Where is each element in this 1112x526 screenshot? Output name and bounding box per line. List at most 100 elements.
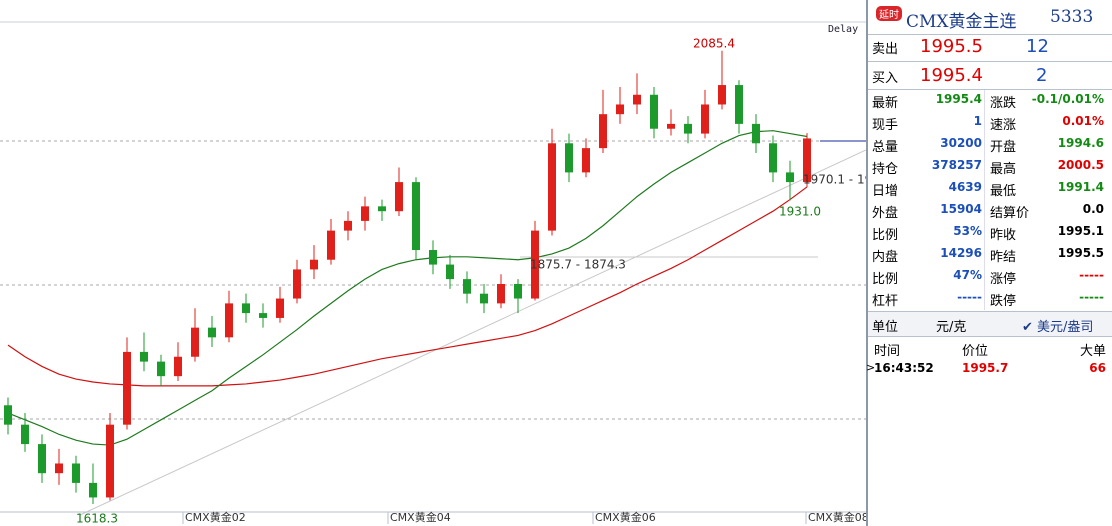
candle-body — [106, 424, 114, 498]
candle-body — [191, 327, 199, 357]
ticks-header: 时间 — [874, 344, 901, 359]
candle-body — [242, 303, 250, 314]
candle-body — [735, 85, 743, 124]
currency-check[interactable]: ✔ 美元/盎司 — [1022, 320, 1094, 335]
trend-line — [79, 149, 866, 516]
candle-body — [259, 313, 267, 318]
unit-value: 元/克 — [936, 320, 967, 335]
stat-label: 速涨 — [990, 118, 1017, 133]
stat-value: 1 — [973, 114, 982, 128]
candle-body — [327, 230, 335, 260]
stat-value: 15904 — [940, 202, 982, 216]
candle-body — [752, 123, 760, 144]
candle-body — [684, 123, 692, 134]
candle-body — [650, 94, 658, 129]
currency: 美元/盎司 — [1037, 320, 1094, 335]
stat-label: 昨结 — [990, 250, 1017, 265]
stat-value: ----- — [957, 290, 982, 304]
candle-body — [769, 143, 777, 173]
candle-body — [480, 293, 488, 304]
sell-volume: 12 — [1026, 36, 1049, 57]
candle-body — [531, 230, 539, 299]
candle-body — [361, 206, 369, 221]
stat-value: 1995.5 — [1057, 246, 1104, 260]
stat-label: 比例 — [872, 228, 899, 243]
candle-body — [786, 172, 794, 183]
candle-body — [21, 424, 29, 445]
stat-label: 结算价 — [990, 206, 1030, 221]
stat-value: 53% — [953, 224, 982, 238]
stat-label: 开盘 — [990, 140, 1017, 155]
x-label: CMX黄金06 — [595, 510, 656, 524]
buy-label: 买入 — [872, 71, 899, 86]
stat-label: 涨停 — [990, 272, 1017, 287]
stat-value: ----- — [1079, 268, 1104, 282]
candle-body — [378, 206, 386, 212]
candle-body — [157, 361, 165, 377]
ma-line — [7, 186, 808, 387]
candle-body — [412, 182, 420, 251]
stat-value: 14296 — [940, 246, 982, 260]
candle-body — [701, 104, 709, 134]
candle-body — [718, 85, 726, 105]
candle-body — [55, 463, 63, 474]
stat-label: 最新 — [872, 96, 899, 111]
stat-label: 杠杆 — [872, 294, 899, 309]
stat-label: 昨收 — [990, 228, 1017, 243]
stat-value: -0.1/0.01% — [1031, 92, 1104, 106]
stat-label: 最低 — [990, 184, 1017, 199]
candle-body — [565, 143, 573, 173]
stat-value: 47% — [953, 268, 982, 282]
candle-body — [446, 264, 454, 280]
stat-label: 最高 — [990, 162, 1017, 177]
candle-body — [667, 123, 675, 129]
sell-label: 卖出 — [872, 42, 899, 57]
tick-cell: 66 — [1089, 361, 1106, 375]
chart: Delay 2085.4 1618.3 1931.0 1875.7 - 1874.3 1… — [0, 21, 866, 526]
candle-body — [123, 351, 131, 425]
buy-volume: 2 — [1036, 65, 1048, 86]
candle-body — [89, 482, 97, 498]
tick-cell: 1995.7 — [962, 361, 1009, 375]
candle-body — [225, 303, 233, 338]
stat-value: 0.0 — [1082, 202, 1104, 216]
unit-label: 单位 — [872, 320, 899, 335]
candle-body — [429, 250, 437, 265]
stat-value: 30200 — [940, 136, 982, 150]
annotation: 2085.4 — [693, 37, 735, 51]
stat-value: 1994.6 — [1057, 136, 1104, 150]
stat-label: 日增 — [872, 184, 899, 199]
stat-label: 涨跌 — [990, 96, 1017, 111]
stat-value: 0.01% — [1062, 114, 1104, 128]
stat-label: 跌停 — [990, 294, 1017, 309]
annotation: 1970.1 - 19 — [803, 173, 866, 187]
candle-body — [395, 182, 403, 212]
candle-body — [803, 138, 811, 183]
stat-label: 总量 — [872, 140, 899, 155]
quote-panel: 延时 CMX黄金主连 5333 卖出 1995.5 12 买入 1995.4 2… — [866, 0, 1112, 526]
candle-body — [344, 220, 352, 231]
candle-body — [310, 259, 318, 270]
annotation: 1931.0 — [779, 205, 821, 219]
stat-value: 1995.1 — [1057, 224, 1104, 238]
ma-line — [7, 130, 808, 446]
x-label: CMX黄金04 — [390, 510, 451, 524]
candle-body — [174, 356, 182, 377]
x-label: CMX黄金02 — [185, 510, 246, 524]
annotation: 1875.7 - 1874.3 — [530, 258, 626, 272]
candle-body — [4, 405, 12, 425]
candle-body — [616, 104, 624, 115]
instrument-code: 5333 — [1050, 7, 1094, 27]
candle-body — [463, 279, 471, 294]
stat-value: 1995.4 — [935, 92, 982, 106]
stat-label: 内盘 — [872, 250, 899, 265]
stat-value: ----- — [1079, 290, 1104, 304]
stat-value: 1991.4 — [1057, 180, 1104, 194]
stat-label: 现手 — [872, 118, 899, 133]
candle-body — [72, 463, 80, 483]
candle-body — [599, 114, 607, 149]
candle-body — [633, 94, 641, 105]
stat-label: 外盘 — [872, 206, 899, 221]
candle-body — [208, 327, 216, 338]
